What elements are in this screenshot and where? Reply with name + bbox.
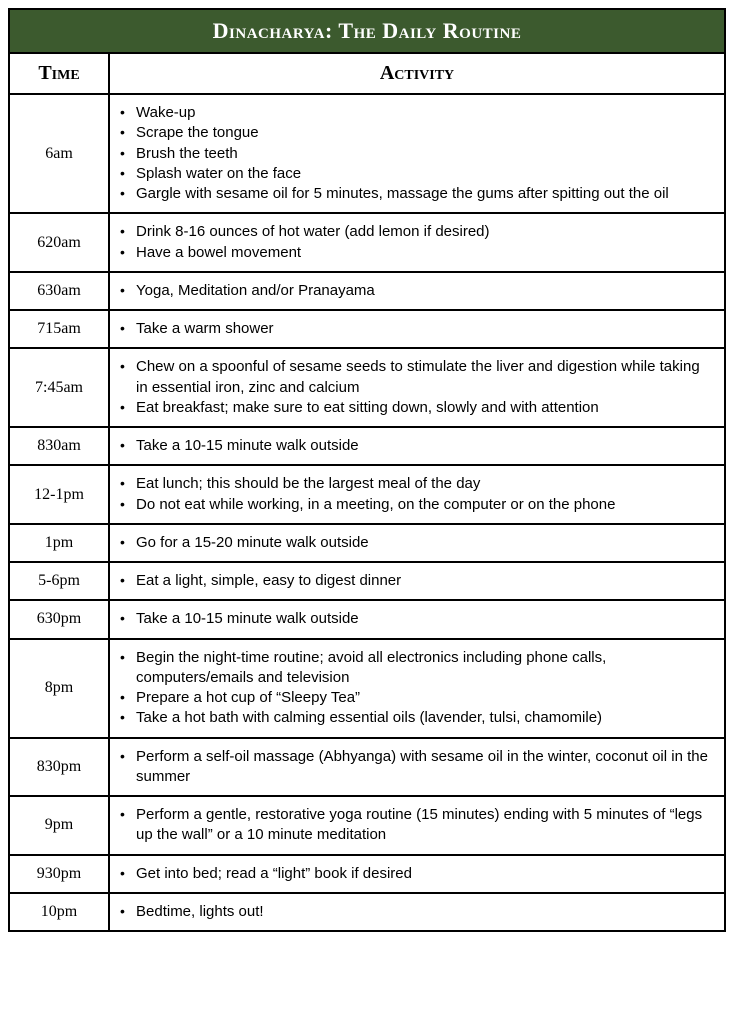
activity-item: Eat a light, simple, easy to digest dinn… (130, 571, 714, 591)
time-cell: 8pm (10, 640, 110, 737)
activity-cell: Bedtime, lights out! (110, 894, 724, 930)
time-cell: 5-6pm (10, 563, 110, 599)
activity-cell: Perform a self-oil massage (Abhyanga) wi… (110, 739, 724, 796)
activity-item: Splash water on the face (130, 164, 714, 184)
table-row: 1pm Go for a 15-20 minute walk outside (10, 523, 724, 561)
activity-item: Take a hot bath with calming essential o… (130, 708, 714, 728)
activity-cell: Take a warm shower (110, 311, 724, 347)
activity-item: Begin the night-time routine; avoid all … (130, 648, 714, 689)
routine-table: Dinacharya: The Daily Routine Time Activ… (8, 8, 726, 932)
table-row: 630am Yoga, Meditation and/or Pranayama (10, 271, 724, 309)
activity-item: Get into bed; read a “light” book if des… (130, 864, 714, 884)
activity-cell: Get into bed; read a “light” book if des… (110, 856, 724, 892)
activity-item: Perform a gentle, restorative yoga routi… (130, 805, 714, 846)
time-cell: 12-1pm (10, 466, 110, 523)
activity-cell: Go for a 15-20 minute walk outside (110, 525, 724, 561)
time-cell: 830am (10, 428, 110, 464)
activity-cell: Yoga, Meditation and/or Pranayama (110, 273, 724, 309)
activity-cell: Begin the night-time routine; avoid all … (110, 640, 724, 737)
activity-header: Activity (110, 54, 724, 93)
activity-list: Yoga, Meditation and/or Pranayama (116, 281, 714, 301)
activity-list: Begin the night-time routine; avoid all … (116, 648, 714, 729)
table-body: 6amWake-upScrape the tongueBrush the tee… (10, 93, 724, 930)
table-row: 6amWake-upScrape the tongueBrush the tee… (10, 93, 724, 212)
activity-item: Yoga, Meditation and/or Pranayama (130, 281, 714, 301)
table-row: 715am Take a warm shower (10, 309, 724, 347)
activity-item: Take a 10-15 minute walk outside (130, 436, 714, 456)
table-title: Dinacharya: The Daily Routine (10, 10, 724, 52)
table-row: 8pm Begin the night-time routine; avoid a… (10, 638, 724, 737)
time-header: Time (10, 54, 110, 93)
activity-list: Eat lunch; this should be the largest me… (116, 474, 714, 515)
activity-item: Take a 10-15 minute walk outside (130, 609, 714, 629)
activity-cell: Eat lunch; this should be the largest me… (110, 466, 724, 523)
table-row: 830am Take a 10-15 minute walk outside (10, 426, 724, 464)
activity-list: Perform a gentle, restorative yoga routi… (116, 805, 714, 846)
activity-list: Perform a self-oil massage (Abhyanga) wi… (116, 747, 714, 788)
activity-item: Chew on a spoonful of sesame seeds to st… (130, 357, 714, 398)
table-row: 630pm Take a 10-15 minute walk outside (10, 599, 724, 637)
time-cell: 6am (10, 95, 110, 212)
time-cell: 1pm (10, 525, 110, 561)
activity-item: Prepare a hot cup of “Sleepy Tea” (130, 688, 714, 708)
activity-item: Drink 8-16 ounces of hot water (add lemo… (130, 222, 714, 242)
time-cell: 930pm (10, 856, 110, 892)
activity-item: Take a warm shower (130, 319, 714, 339)
activity-item: Brush the teeth (130, 144, 714, 164)
time-cell: 630am (10, 273, 110, 309)
table-row: 9pm Perform a gentle, restorative yoga ro… (10, 795, 724, 854)
table-row: 830pm Perform a self-oil massage (Abhyang… (10, 737, 724, 796)
table-row: 10pm Bedtime, lights out! (10, 892, 724, 930)
table-row: 5-6pm Eat a light, simple, easy to digest… (10, 561, 724, 599)
activity-list: Get into bed; read a “light” book if des… (116, 864, 714, 884)
activity-list: Take a warm shower (116, 319, 714, 339)
time-cell: 9pm (10, 797, 110, 854)
activity-list: Take a 10-15 minute walk outside (116, 436, 714, 456)
time-cell: 620am (10, 214, 110, 271)
activity-item: Wake-up (130, 103, 714, 123)
activity-cell: Take a 10-15 minute walk outside (110, 601, 724, 637)
activity-cell: Drink 8-16 ounces of hot water (add lemo… (110, 214, 724, 271)
activity-item: Eat lunch; this should be the largest me… (130, 474, 714, 494)
activity-item: Go for a 15-20 minute walk outside (130, 533, 714, 553)
activity-cell: Eat a light, simple, easy to digest dinn… (110, 563, 724, 599)
table-row: 930pm Get into bed; read a “light” book i… (10, 854, 724, 892)
time-cell: 830pm (10, 739, 110, 796)
activity-item: Do not eat while working, in a meeting, … (130, 495, 714, 515)
time-cell: 7:45am (10, 349, 110, 426)
activity-list: Wake-upScrape the tongueBrush the teethS… (116, 103, 714, 204)
activity-item: Scrape the tongue (130, 123, 714, 143)
activity-cell: Perform a gentle, restorative yoga routi… (110, 797, 724, 854)
table-row: 620am Drink 8-16 ounces of hot water (add… (10, 212, 724, 271)
table-header-row: Time Activity (10, 52, 724, 93)
activity-list: Bedtime, lights out! (116, 902, 714, 922)
activity-item: Bedtime, lights out! (130, 902, 714, 922)
time-cell: 10pm (10, 894, 110, 930)
activity-cell: Chew on a spoonful of sesame seeds to st… (110, 349, 724, 426)
time-cell: 630pm (10, 601, 110, 637)
activity-cell: Wake-upScrape the tongueBrush the teethS… (110, 95, 724, 212)
time-cell: 715am (10, 311, 110, 347)
activity-cell: Take a 10-15 minute walk outside (110, 428, 724, 464)
activity-list: Go for a 15-20 minute walk outside (116, 533, 714, 553)
activity-item: Have a bowel movement (130, 243, 714, 263)
activity-list: Eat a light, simple, easy to digest dinn… (116, 571, 714, 591)
activity-item: Eat breakfast; make sure to eat sitting … (130, 398, 714, 418)
activity-list: Drink 8-16 ounces of hot water (add lemo… (116, 222, 714, 263)
table-row: 12-1pm Eat lunch; this should be the larg… (10, 464, 724, 523)
activity-list: Chew on a spoonful of sesame seeds to st… (116, 357, 714, 418)
activity-list: Take a 10-15 minute walk outside (116, 609, 714, 629)
table-row: 7:45am Chew on a spoonful of sesame seeds… (10, 347, 724, 426)
activity-item: Perform a self-oil massage (Abhyanga) wi… (130, 747, 714, 788)
activity-item: Gargle with sesame oil for 5 minutes, ma… (130, 184, 714, 204)
